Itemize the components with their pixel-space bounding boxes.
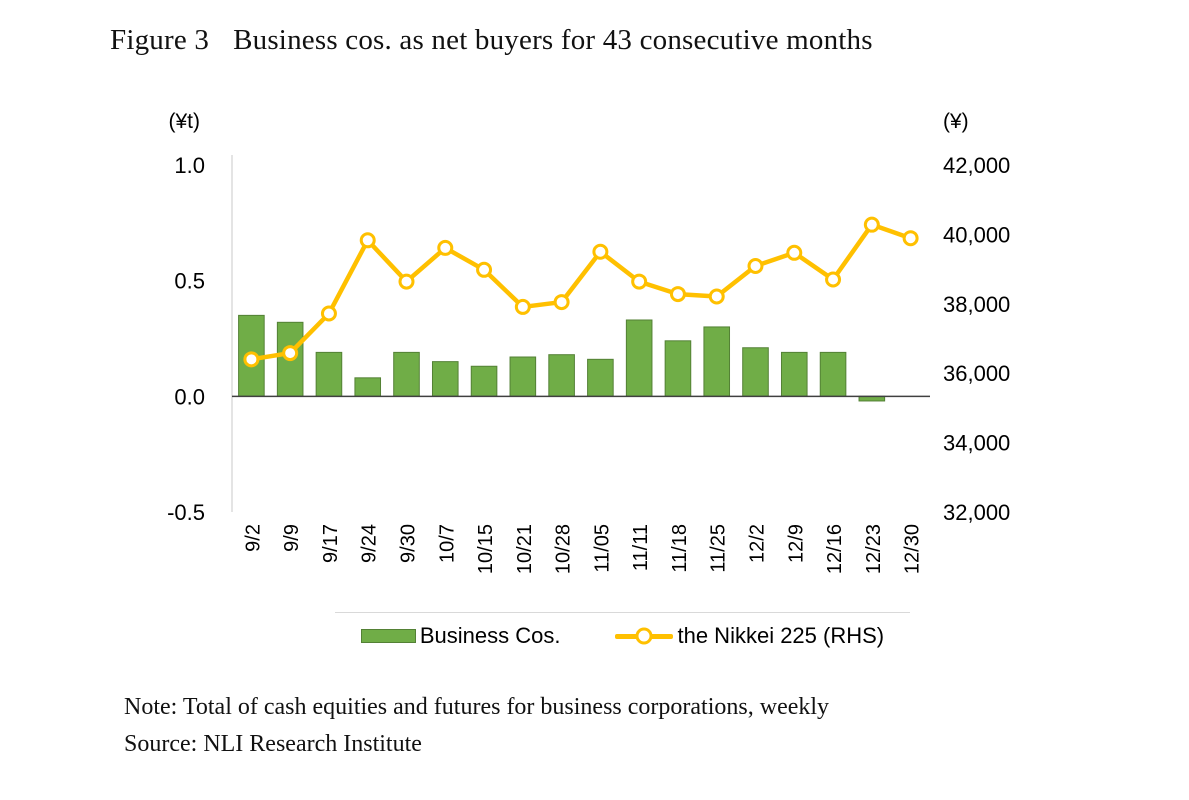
line-marker (359, 232, 376, 249)
line-marker (631, 273, 648, 290)
chart-note: Note: Total of cash equities and futures… (124, 694, 830, 720)
x-axis-label: 9/9 (281, 524, 303, 552)
bar (703, 326, 731, 397)
left-axis-tick-label: 0.0 (174, 384, 205, 409)
line-marker (437, 239, 454, 256)
legend-label-business-cos: Business Cos. (419, 623, 561, 648)
line-marker (863, 216, 880, 233)
line-marker (786, 244, 803, 261)
line-marker (243, 351, 260, 368)
line-marker (747, 257, 764, 274)
x-axis-label: 12/23 (863, 524, 885, 574)
x-axis-label: 9/30 (398, 524, 420, 563)
line-marker (592, 243, 609, 260)
line-marker (320, 305, 337, 322)
x-axis-label: 11/18 (669, 524, 691, 573)
line-marker (282, 345, 299, 362)
right-axis-tick-label: 36,000 (943, 361, 1010, 386)
x-axis-label: 9/24 (359, 524, 381, 563)
x-axis-label: 10/21 (514, 524, 536, 574)
bar (470, 365, 498, 397)
bar (548, 354, 575, 397)
right-axis-tick-label: 40,000 (943, 222, 1010, 247)
x-axis-label: 10/28 (553, 524, 575, 574)
figure-title-text: Business cos. as net buyers for 43 conse… (233, 24, 873, 56)
x-axis-label: 10/7 (436, 524, 458, 563)
right-axis-unit: (¥) (943, 110, 969, 133)
line-marker (708, 288, 725, 305)
left-axis-tick-label: 0.5 (174, 269, 205, 294)
bar (354, 377, 382, 397)
nikkei-line (249, 222, 913, 362)
right-axis-tick-label: 42,000 (943, 153, 1010, 178)
bar (509, 356, 537, 397)
plot-area: 1.0 0.5 0.0 -0.5 42,000 40,000 38,000 36,000 34,… (167, 153, 1010, 574)
bar (393, 351, 420, 397)
x-axis-label: 11/11 (630, 524, 652, 571)
chart-source: Source: NLI Research Institute (124, 731, 422, 757)
bar (819, 351, 847, 397)
x-axis-label: 12/30 (902, 524, 924, 574)
x-axis-label: 11/05 (591, 524, 613, 573)
x-axis-label: 10/15 (475, 524, 497, 574)
left-axis-unit: (¥t) (169, 110, 201, 133)
line-marker (476, 261, 493, 278)
line-marker-swatch-icon (615, 627, 674, 645)
x-axis-label: 12/9 (785, 524, 807, 563)
chart: (¥t) (¥) 1.0 0.5 0.0 -0.5 42,000 40,000 38,000… (167, 110, 1010, 574)
x-axis-label: 12/16 (824, 524, 846, 574)
x-axis-label: 9/2 (242, 524, 264, 552)
legend-item-business-cos: Business Cos. (360, 623, 561, 649)
x-axis-label: 12/2 (747, 524, 769, 563)
right-axis-tick-label: 32,000 (943, 500, 1010, 525)
left-axis-tick-label: -0.5 (167, 500, 205, 525)
right-axis-tick-label: 34,000 (943, 431, 1010, 456)
x-axis-label: 11/25 (708, 524, 730, 573)
line-marker (902, 230, 919, 247)
bar (780, 351, 808, 397)
bar (315, 351, 343, 397)
bar (625, 319, 653, 397)
line-marker (553, 294, 570, 311)
line-marker (398, 273, 415, 290)
bar (431, 361, 459, 397)
line-marker (669, 286, 686, 303)
bar (742, 347, 769, 397)
figure-title: Figure 3 Business cos. as net buyers for … (110, 24, 873, 57)
line-marker (825, 271, 842, 288)
marker-dot-icon (635, 627, 653, 645)
x-axis-label: 9/17 (320, 524, 342, 563)
chart-legend: Business Cos. the Nikkei 225 (RHS) (335, 612, 910, 649)
bar-swatch-icon (360, 629, 416, 643)
right-axis-tick-label: 38,000 (943, 292, 1010, 317)
figure-number: Figure 3 (110, 24, 210, 56)
bar (664, 340, 692, 397)
legend-label-nikkei: the Nikkei 225 (RHS) (677, 623, 885, 648)
left-axis-tick-label: 1.0 (174, 153, 205, 178)
legend-item-nikkei: the Nikkei 225 (RHS) (615, 623, 884, 649)
line-marker (514, 298, 531, 315)
bar (587, 358, 614, 397)
